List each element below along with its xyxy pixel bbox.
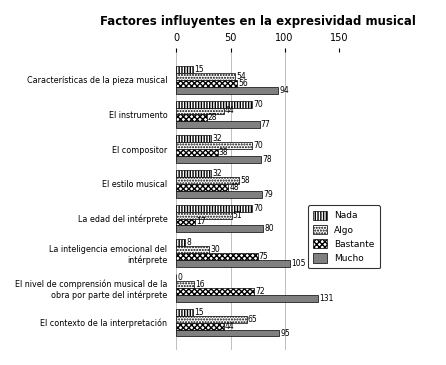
Text: 48: 48 (229, 183, 239, 192)
Bar (177, 323, 224, 330)
Text: 80: 80 (264, 224, 274, 234)
Text: 65: 65 (248, 315, 258, 324)
Text: 16: 16 (195, 280, 204, 289)
Text: 15: 15 (194, 65, 203, 74)
Bar (177, 108, 224, 115)
Text: 54: 54 (236, 72, 246, 81)
Bar (177, 191, 262, 198)
Text: 79: 79 (263, 190, 273, 199)
Text: 105: 105 (291, 259, 306, 268)
Bar (177, 66, 193, 73)
Text: 17: 17 (196, 218, 206, 227)
Text: 131: 131 (319, 294, 334, 303)
Bar (177, 149, 218, 156)
Bar (177, 288, 254, 295)
Text: 38: 38 (219, 148, 228, 157)
Bar (177, 156, 261, 163)
Text: 32: 32 (212, 169, 222, 178)
Text: 51: 51 (233, 211, 242, 220)
Bar (177, 239, 185, 246)
Bar (177, 170, 211, 177)
Text: 0: 0 (178, 273, 182, 282)
Text: 30: 30 (210, 245, 220, 254)
Text: 72: 72 (256, 287, 265, 296)
Bar (177, 122, 260, 128)
Text: 58: 58 (240, 176, 250, 185)
Text: 78: 78 (262, 155, 272, 164)
Bar (177, 101, 252, 108)
Bar (177, 316, 247, 323)
Bar (177, 260, 290, 267)
Legend: Nada, Algo, Bastante, Mucho: Nada, Algo, Bastante, Mucho (308, 205, 380, 268)
Text: 15: 15 (194, 308, 203, 317)
Bar (177, 226, 263, 233)
Text: 32: 32 (212, 134, 222, 143)
Bar (177, 142, 252, 149)
Bar (177, 73, 235, 80)
Text: 8: 8 (186, 238, 191, 247)
Bar (177, 295, 318, 302)
Text: 95: 95 (280, 328, 290, 338)
Bar (177, 253, 258, 260)
Text: 44: 44 (225, 107, 235, 115)
Text: 94: 94 (279, 86, 289, 95)
Bar (177, 219, 195, 226)
Bar (177, 281, 194, 288)
Bar (177, 212, 231, 219)
Bar (177, 87, 278, 94)
Text: 77: 77 (261, 120, 271, 129)
Bar (177, 184, 228, 191)
Text: 75: 75 (259, 252, 268, 261)
Bar (177, 246, 209, 253)
Bar (177, 135, 211, 142)
Text: 70: 70 (253, 100, 263, 108)
Text: 70: 70 (253, 204, 263, 213)
Bar (177, 309, 193, 316)
Text: 28: 28 (208, 114, 217, 122)
Text: 56: 56 (238, 79, 248, 88)
Title: Factores influyentes en la expresividad musical: Factores influyentes en la expresividad … (99, 15, 416, 28)
Text: 44: 44 (225, 322, 235, 331)
Bar (177, 177, 239, 184)
Bar (177, 205, 252, 212)
Bar (177, 115, 206, 122)
Bar (177, 330, 279, 337)
Text: 70: 70 (253, 141, 263, 150)
Bar (177, 80, 237, 87)
